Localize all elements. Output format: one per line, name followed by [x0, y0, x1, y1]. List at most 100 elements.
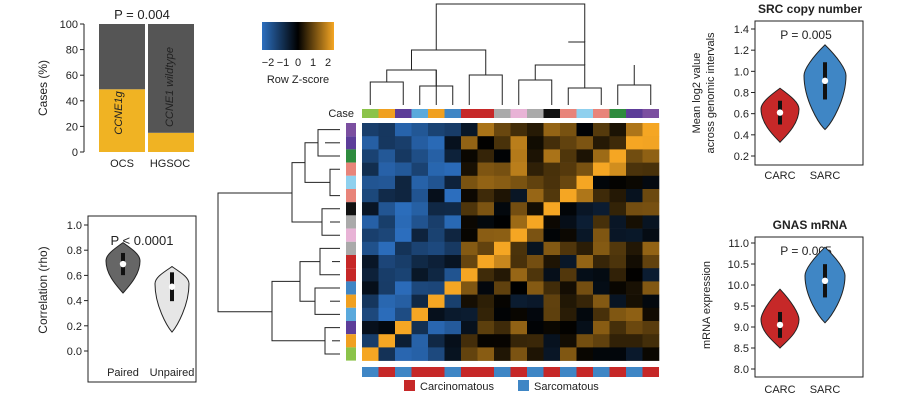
bar-y-tick-label: 100 — [60, 19, 78, 31]
heatmap-cell — [560, 123, 577, 137]
src-category-carc: CARC — [764, 170, 795, 182]
column-dendrogram-branch — [435, 3, 586, 50]
heatmap-cell — [576, 268, 594, 282]
heatmap-cell — [543, 268, 561, 282]
heatmap-cell — [560, 347, 577, 361]
correlation-y-tick-label: 0.4 — [67, 296, 82, 308]
gnas-y-tick-label: 10.5 — [728, 259, 749, 271]
heatmap-cell — [477, 294, 495, 309]
heatmap-cell — [609, 228, 627, 243]
gnas-y-tick-label: 10.0 — [728, 280, 749, 292]
heatmap-cell — [477, 136, 495, 150]
heatmap-cell — [560, 255, 577, 269]
heatmap-cell — [593, 241, 610, 256]
tissue-annotation-column — [527, 367, 544, 377]
heatmap-cell — [510, 202, 528, 216]
tissue-annotation-column — [362, 367, 379, 377]
heatmap-cell — [444, 255, 462, 269]
heatmap-cell — [593, 281, 610, 295]
heatmap-cell — [527, 149, 544, 163]
bar-ocs-ccne1g — [99, 89, 145, 152]
heatmap-cell — [395, 347, 412, 361]
heatmap-cell — [510, 334, 528, 348]
bar-category-ocs: OCS — [110, 158, 134, 170]
heatmap-cell — [378, 215, 396, 229]
heatmap-cell — [626, 149, 643, 163]
tissue-annotation-column — [593, 367, 610, 377]
case-annotation-column — [543, 109, 560, 118]
heatmap-cell — [609, 347, 627, 361]
tissue-annotation-column — [494, 367, 511, 377]
heatmap-cell — [527, 123, 544, 137]
heatmap-cell — [494, 307, 511, 322]
heatmap-cell — [560, 162, 577, 177]
heatmap-cell — [527, 281, 544, 295]
heatmap-cell — [477, 189, 495, 203]
case-annotation-column — [560, 109, 577, 118]
heatmap-cell — [642, 307, 660, 322]
heatmap-cell — [609, 241, 627, 256]
heatmap-cell — [428, 162, 445, 177]
heatmap-cell — [395, 228, 412, 243]
heatmap-cell — [461, 162, 478, 177]
heatmap-cell — [626, 321, 643, 335]
heatmap-cell — [560, 334, 577, 348]
gnas-sarc-median-point — [821, 277, 829, 284]
heatmap-cell — [642, 321, 660, 335]
heatmap-cell — [642, 123, 660, 137]
case-annotation-column — [428, 109, 445, 118]
heatmap-cell — [444, 321, 462, 335]
heatmap-cell — [609, 162, 627, 177]
heatmap-cell — [593, 334, 610, 348]
column-dendrogram-branch — [468, 74, 503, 105]
heatmap-cell — [609, 281, 627, 295]
heatmap-cell — [642, 255, 660, 269]
heatmap-cell — [510, 149, 528, 163]
heatmap-cell — [543, 189, 561, 203]
heatmap-cell — [362, 215, 379, 229]
case-annotation-column — [362, 109, 379, 118]
case-annotation-row — [346, 202, 356, 216]
heatmap-cell — [527, 307, 544, 322]
heatmap-cell — [593, 347, 610, 361]
heatmap-cell — [411, 189, 429, 203]
heatmap-cell — [609, 321, 627, 335]
heatmap-cell — [395, 241, 412, 256]
heatmap-cell — [362, 228, 379, 243]
tissue-annotation-column — [609, 367, 626, 377]
bar-p-value: P = 0.004 — [114, 7, 170, 22]
bar-category-hgsoc: HGSOC — [150, 158, 190, 170]
case-annotation-column — [461, 109, 478, 118]
heatmap-cell — [626, 202, 643, 216]
heatmap-cell — [395, 123, 412, 137]
heatmap-cell — [395, 294, 412, 309]
heatmap-cell — [593, 202, 610, 216]
heatmap-cell — [642, 215, 660, 229]
case-annotation-row — [346, 162, 356, 176]
tissue-annotation-column — [411, 367, 428, 377]
correlation-unpaired-median-point — [168, 283, 176, 290]
correlation-paired-median-point — [119, 260, 127, 268]
heatmap-cell — [494, 136, 511, 150]
heatmap-cell — [543, 307, 561, 322]
heatmap-cell — [378, 175, 396, 190]
case-annotation-column — [411, 109, 428, 118]
heatmap-cell — [362, 347, 379, 361]
src-y-tick-label: 1.2 — [734, 45, 749, 57]
heatmap-cell — [477, 149, 495, 163]
heatmap-cell — [444, 175, 462, 190]
heatmap-cell — [576, 281, 594, 295]
gnas-y-axis-label: mRNA expression — [701, 261, 713, 349]
case-annotation-row — [346, 281, 356, 295]
heatmap-cell — [444, 307, 462, 322]
row-dendrogram-branch — [271, 280, 300, 342]
src-copy-number-violin-chart: SRC copy number P = 0.005 Mean log2 valu… — [691, 2, 864, 182]
heatmap-cell — [642, 268, 660, 282]
heatmap-cell — [642, 281, 660, 295]
heatmap-cell — [560, 307, 577, 322]
heatmap-cell — [609, 307, 627, 322]
heatmap-cell — [576, 228, 594, 243]
heatmap-cell — [362, 202, 379, 216]
heatmap-cell — [395, 321, 412, 335]
correlation-category-unpaired: Unpaired — [150, 367, 195, 379]
